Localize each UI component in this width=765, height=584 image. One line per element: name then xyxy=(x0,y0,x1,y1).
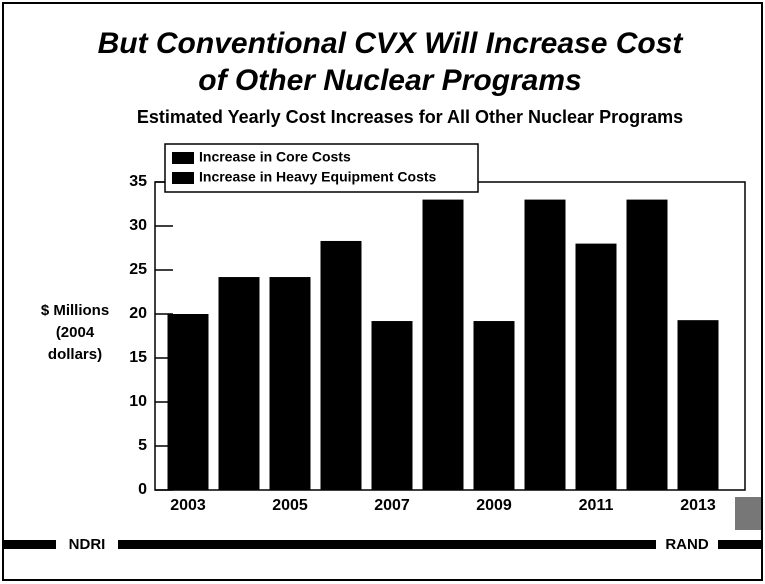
y-tick-label: 0 xyxy=(138,481,147,498)
y-tick-label: 30 xyxy=(129,217,147,234)
bar xyxy=(524,199,566,490)
bar xyxy=(320,240,362,490)
bar xyxy=(269,277,311,490)
bar xyxy=(677,320,719,490)
bar xyxy=(218,277,260,490)
x-tick-label: 2013 xyxy=(680,497,716,514)
legend-label: Increase in Core Costs xyxy=(199,149,351,165)
legend-label: Increase in Heavy Equipment Costs xyxy=(199,169,437,185)
y-axis-label: dollars) xyxy=(48,346,102,363)
y-axis-label: (2004 xyxy=(56,324,95,341)
footer-left: NDRI xyxy=(69,536,106,553)
footer-label-bg xyxy=(656,536,718,553)
bar xyxy=(575,243,617,490)
footer-band xyxy=(4,540,761,549)
legend-box xyxy=(164,143,479,193)
bar xyxy=(473,321,515,490)
x-tick-label: 2005 xyxy=(272,497,308,514)
bar xyxy=(422,199,464,490)
y-tick-label: 35 xyxy=(129,173,147,190)
y-tick-label: 25 xyxy=(129,261,147,278)
title-line: of Other Nuclear Programs xyxy=(198,64,581,97)
footer-right: RAND xyxy=(665,536,708,553)
y-tick-label: 5 xyxy=(138,437,147,454)
corner-logo xyxy=(735,497,761,530)
legend-swatch xyxy=(172,152,194,164)
y-tick-label: 15 xyxy=(129,349,147,366)
y-tick-label: 20 xyxy=(129,305,147,322)
x-tick-label: 2007 xyxy=(374,497,410,514)
x-tick-label: 2011 xyxy=(579,497,614,514)
title-line: But Conventional CVX Will Increase Cost xyxy=(98,27,685,60)
bar xyxy=(371,321,413,490)
legend-swatch xyxy=(172,172,194,184)
bar xyxy=(626,199,668,490)
bar xyxy=(167,314,209,490)
x-tick-label: 2009 xyxy=(476,497,512,514)
x-tick-label: 2003 xyxy=(170,497,206,514)
footer-label-bg xyxy=(56,536,118,553)
y-tick-label: 10 xyxy=(129,393,147,410)
subtitle: Estimated Yearly Cost Increases for All … xyxy=(137,107,683,127)
y-axis-label: $ Millions xyxy=(41,302,109,319)
